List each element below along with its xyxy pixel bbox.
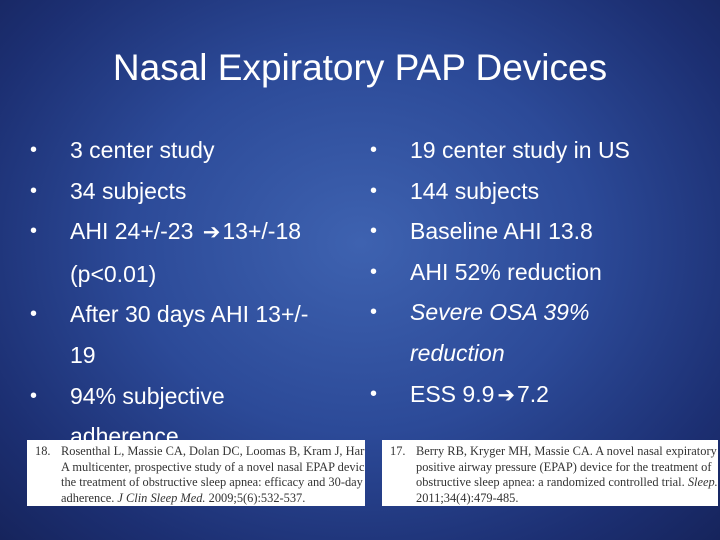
bullet-icon: • xyxy=(370,301,378,324)
list-item: • AHI 52% reduction xyxy=(370,252,700,293)
bullet-icon: • xyxy=(370,220,378,243)
list-item: • After 30 days AHI 13+/- 19 xyxy=(30,294,350,375)
right-arrow-icon: ➔ xyxy=(202,221,221,245)
list-item: • 3 center study xyxy=(30,130,350,171)
list-item: • 144 subjects xyxy=(370,171,700,212)
right-arrow-icon: ➔ xyxy=(497,383,515,407)
bullet-icon: • xyxy=(370,382,378,405)
reference-citation-right: 17. Berry RB, Kryger MH, Massie CA. A nov… xyxy=(382,440,718,506)
left-bullet-list: • 3 center study • 34 subjects • AHI 24+… xyxy=(30,130,350,457)
reference-citation-left: 18. Rosenthal L, Massie CA, Dolan DC, Loo… xyxy=(27,440,365,506)
reference-number: 17. xyxy=(390,444,406,458)
list-item: • Severe OSA 39% reduction xyxy=(370,292,700,373)
bullet-icon: • xyxy=(30,303,38,326)
bullet-icon: • xyxy=(370,260,378,283)
list-item: • Baseline AHI 13.8 xyxy=(370,211,700,252)
bullet-icon: • xyxy=(30,139,38,161)
list-item: • AHI 24+/-23 ➔13+/-18 (p<0.01) xyxy=(30,211,350,294)
right-bullet-list: • 19 center study in US • 144 subjects •… xyxy=(370,130,700,416)
bullet-icon: • xyxy=(370,139,378,161)
bullet-icon: • xyxy=(30,384,38,407)
bullet-icon: • xyxy=(30,220,38,243)
reference-number: 18. xyxy=(35,444,51,458)
list-item: • ESS 9.9 ➔7.2 xyxy=(370,374,700,417)
list-item: • 34 subjects xyxy=(30,171,350,212)
list-item: • 19 center study in US xyxy=(370,130,700,171)
bullet-icon: • xyxy=(370,179,378,202)
bullet-icon: • xyxy=(30,179,38,202)
slide-title: Nasal Expiratory PAP Devices xyxy=(112,47,608,88)
